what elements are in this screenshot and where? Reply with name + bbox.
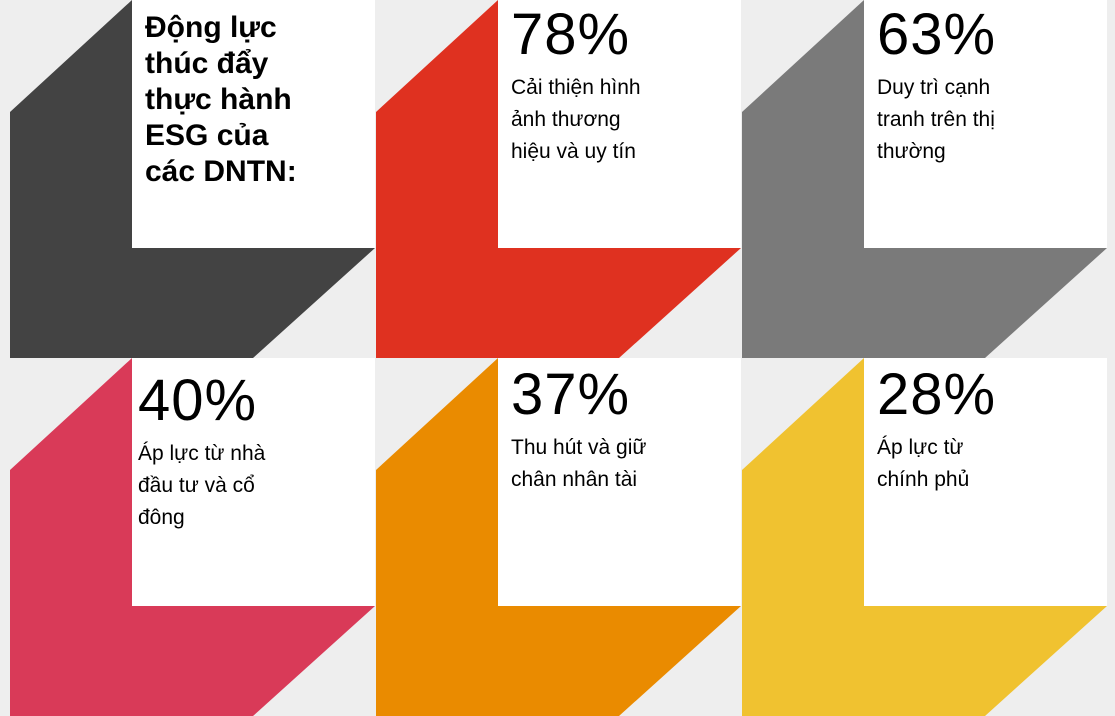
stat-tile-polygon [376, 0, 741, 358]
stat-tile-shape [10, 358, 375, 716]
stat-description: Áp lực từ chính phủ [877, 432, 969, 496]
stat-tile-shape [376, 358, 741, 716]
desc-line: đông [138, 506, 185, 529]
stat-tile-polygon [742, 0, 1107, 358]
stat-tile-shape [742, 358, 1107, 716]
desc-line: đầu tư và cổ [138, 474, 255, 497]
stat-percent: 78% [511, 2, 631, 67]
stat-tile-63: 63% Duy trì cạnh tranh trên thị thường [742, 0, 1109, 358]
stat-tile-polygon [10, 358, 375, 716]
desc-line: Duy trì cạnh [877, 76, 991, 99]
stat-tile-shape [742, 0, 1107, 358]
desc-line: Áp lực từ [877, 436, 964, 459]
title-line: Động lực [145, 11, 277, 44]
stat-description: Thu hút và giữ chân nhân tài [511, 432, 646, 496]
desc-line: Cải thiện hình [511, 76, 641, 99]
title-box [132, 0, 375, 248]
stat-box [864, 0, 1107, 248]
stat-tile-37: 37% Thu hút và giữ chân nhân tài [376, 358, 743, 716]
stat-box [864, 358, 1107, 606]
stat-description: Áp lực từ nhà đầu tư và cổ đông [138, 438, 265, 534]
stat-tile-polygon [742, 358, 1107, 716]
desc-line: Áp lực từ nhà [138, 442, 266, 465]
stat-box [498, 0, 741, 248]
title-tile-polygon [10, 0, 375, 358]
stat-tile-polygon [376, 358, 741, 716]
title-line: các DNTN: [145, 155, 297, 188]
desc-line: Thu hút và giữ [511, 436, 647, 459]
desc-line: tranh trên thị [877, 108, 995, 131]
stat-tile-shape [376, 0, 741, 358]
title-tile: Động lực thúc đẩy thực hành ESG của các … [10, 0, 377, 358]
stat-percent: 28% [877, 362, 997, 427]
stat-description: Cải thiện hình ảnh thương hiệu và uy tín [511, 72, 641, 168]
desc-line: chính phủ [877, 468, 970, 491]
stat-tile-40: 40% Áp lực từ nhà đầu tư và cổ đông [10, 358, 377, 716]
desc-line: thường [877, 140, 946, 163]
title-tile-shape [10, 0, 375, 358]
stat-box [498, 358, 741, 606]
stat-tile-78: 78% Cải thiện hình ảnh thương hiệu và uy… [376, 0, 743, 358]
title-line: ESG của [145, 119, 269, 152]
desc-line: hiệu và uy tín [511, 140, 636, 163]
desc-line: chân nhân tài [511, 468, 638, 491]
title-line: thúc đẩy [145, 47, 269, 80]
stat-description: Duy trì cạnh tranh trên thị thường [877, 72, 995, 168]
desc-line: ảnh thương [511, 108, 621, 131]
stat-percent: 37% [511, 362, 631, 427]
stat-box [132, 358, 375, 606]
stat-percent: 40% [138, 368, 258, 433]
page-title: Động lực thúc đẩy thực hành ESG của các … [145, 10, 297, 190]
stat-tile-28: 28% Áp lực từ chính phủ [742, 358, 1109, 716]
stat-percent: 63% [877, 2, 997, 67]
title-line: thực hành [145, 83, 292, 116]
